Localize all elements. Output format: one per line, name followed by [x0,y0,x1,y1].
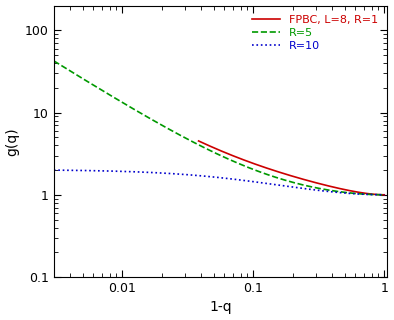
R=5 [252,168,257,172]
Y-axis label: g(q): g(q) [6,127,20,156]
R=10 [252,180,257,184]
R=5 [382,193,387,197]
R=5 [243,164,248,168]
R=10 [262,181,267,185]
R=10 [243,179,248,183]
R=5 [72,71,76,75]
Line: FPBC, L=8, R=1: FPBC, L=8, R=1 [199,141,384,195]
FPBC, L=8, R=1 [382,193,387,197]
R=10 [382,193,387,197]
FPBC, L=8, R=1 [217,148,222,152]
R=5 [336,190,341,194]
R=5 [52,59,56,63]
Line: R=10: R=10 [54,170,384,195]
FPBC, L=8, R=1 [331,185,335,189]
R=5 [262,172,267,175]
FPBC, L=8, R=1 [374,193,379,196]
X-axis label: 1-q: 1-q [209,300,232,315]
R=10 [72,168,76,172]
R=10 [336,190,341,194]
FPBC, L=8, R=1 [379,193,384,197]
FPBC, L=8, R=1 [227,153,232,156]
R=5 [302,183,307,187]
Legend: FPBC, L=8, R=1, R=5, R=10: FPBC, L=8, R=1, R=5, R=10 [249,11,381,55]
FPBC, L=8, R=1 [196,139,201,143]
R=10 [302,187,307,190]
Line: R=5: R=5 [54,61,384,195]
FPBC, L=8, R=1 [301,177,306,181]
R=10 [52,168,56,172]
